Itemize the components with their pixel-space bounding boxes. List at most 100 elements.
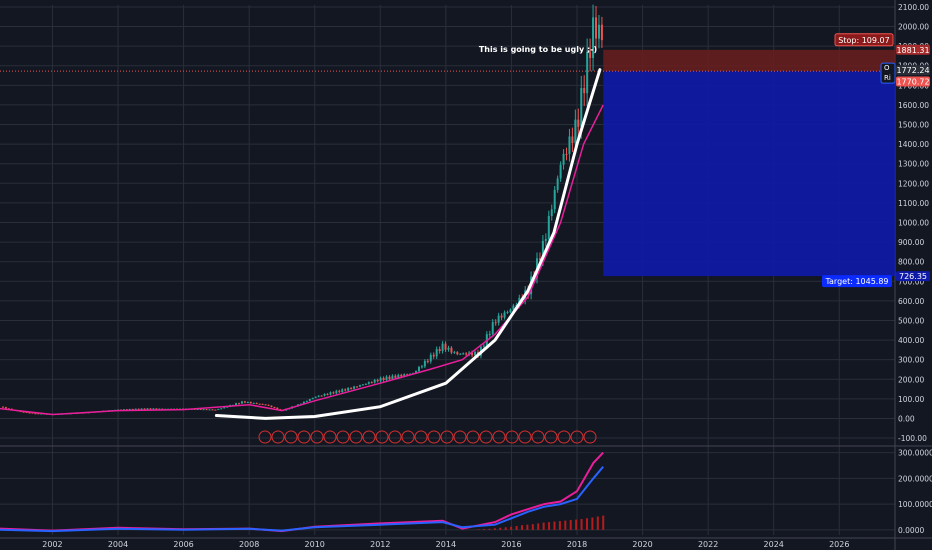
candle-body — [503, 312, 506, 318]
lower-y-tick-label: 200.0000 — [898, 474, 932, 483]
earnings-marker-icon — [544, 430, 558, 444]
candle-body — [471, 352, 474, 356]
candle-body — [391, 375, 394, 380]
candle-body — [237, 403, 240, 405]
lower-y-tick-label: 300.0000 — [898, 449, 932, 458]
y-tick-label: 1500.00 — [898, 121, 929, 130]
lower-pane — [0, 451, 605, 533]
earnings-marker-icon — [492, 430, 506, 444]
stop-label-box — [834, 33, 894, 47]
position-zones — [0, 49, 895, 277]
candle-body — [370, 382, 373, 384]
earnings-marker-icon — [466, 430, 480, 444]
histogram-bar — [569, 520, 572, 530]
x-tick-label: 2018 — [567, 540, 587, 549]
earnings-marker-icon — [505, 430, 519, 444]
partial-label-top: O — [884, 64, 890, 72]
candle-body — [556, 178, 559, 190]
candle-body — [415, 371, 418, 374]
candle-body — [341, 389, 344, 392]
y-tick-label: 1200.00 — [898, 179, 929, 188]
candle-body — [217, 408, 220, 410]
earnings-marker-icon — [453, 430, 467, 444]
partial-label-box — [880, 62, 896, 84]
earnings-marker-icon — [349, 430, 363, 444]
candle-body — [595, 17, 598, 39]
candle-body — [574, 119, 577, 144]
y-tick-label: 1100.00 — [898, 199, 929, 208]
candle-body — [577, 119, 580, 127]
candle-body — [261, 403, 264, 405]
x-tick-label: 2012 — [370, 540, 390, 549]
y-tick-label: 100.00 — [898, 395, 924, 404]
candle-body — [243, 401, 246, 403]
candle-body — [379, 377, 382, 382]
y-tick-label: -100.00 — [898, 434, 927, 443]
candle-body — [255, 402, 258, 404]
earnings-marker-icon — [258, 430, 272, 444]
candle-body — [494, 322, 497, 324]
candle-body — [249, 401, 252, 404]
earnings-marker-icon — [297, 430, 311, 444]
current-price-label: 1770.72 — [896, 77, 929, 86]
histogram-bar — [542, 522, 545, 530]
candle-body — [235, 403, 238, 406]
stop-label: Stop: 109.07 — [838, 36, 889, 45]
candle-body — [429, 354, 432, 362]
candle-body — [317, 395, 320, 397]
candle-body — [332, 392, 335, 394]
candle-body — [329, 392, 332, 395]
histogram-bar — [564, 520, 567, 530]
x-tick-label: 2024 — [764, 540, 784, 549]
lower-y-tick-label: 0.0000 — [898, 526, 924, 535]
candle-body — [462, 353, 465, 355]
y-tick-label: 800.00 — [898, 258, 924, 267]
x-tick-label: 2010 — [305, 540, 325, 549]
histogram-bar — [483, 529, 486, 530]
y-tick-label: 200.00 — [898, 375, 924, 384]
candle-body — [497, 315, 500, 323]
earnings-marker-icon — [401, 430, 415, 444]
candle-body — [444, 343, 447, 350]
candle-body — [31, 412, 34, 414]
target-level-label-box — [896, 271, 930, 282]
candle-body — [541, 240, 544, 261]
candle-body — [453, 352, 456, 354]
candle-body — [565, 153, 568, 155]
y-tick-label: 300.00 — [898, 356, 924, 365]
earnings-marker-icon — [310, 430, 324, 444]
candle-body — [37, 413, 40, 415]
histogram-bar — [596, 516, 599, 530]
parabolic-curve — [214, 68, 602, 420]
candle-body — [199, 409, 202, 411]
candle-body — [373, 379, 376, 383]
candle-body — [450, 347, 453, 353]
candle-body — [25, 411, 28, 413]
histogram-bar — [591, 517, 594, 530]
candle-body — [155, 408, 158, 410]
candle-body — [512, 305, 515, 310]
candle-body — [491, 322, 494, 335]
x-tick-label: 2008 — [239, 540, 259, 549]
entry-level-label: 1772.24 — [896, 66, 929, 75]
candle-body — [220, 408, 223, 410]
histogram-bar — [575, 519, 578, 530]
histogram-bar — [585, 518, 588, 530]
earnings-marker-icon — [479, 430, 493, 444]
histogram-bar — [510, 526, 513, 530]
candle-body — [338, 390, 341, 392]
candle-body — [158, 408, 161, 410]
stop-level-label-box — [896, 44, 930, 55]
candle-body — [364, 383, 367, 385]
y-tick-label: 500.00 — [898, 316, 924, 325]
axes: 2100.002000.001900.001800.001700.001600.… — [42, 3, 932, 549]
candle-body — [432, 354, 435, 357]
candle-body — [311, 397, 314, 400]
candle-body — [196, 409, 199, 411]
lower-y-tick-label: 100.0000 — [898, 500, 932, 509]
candle-body — [305, 400, 308, 402]
candle-body — [447, 347, 450, 350]
candle-body — [562, 153, 565, 165]
earnings-marker-icon — [414, 430, 428, 444]
